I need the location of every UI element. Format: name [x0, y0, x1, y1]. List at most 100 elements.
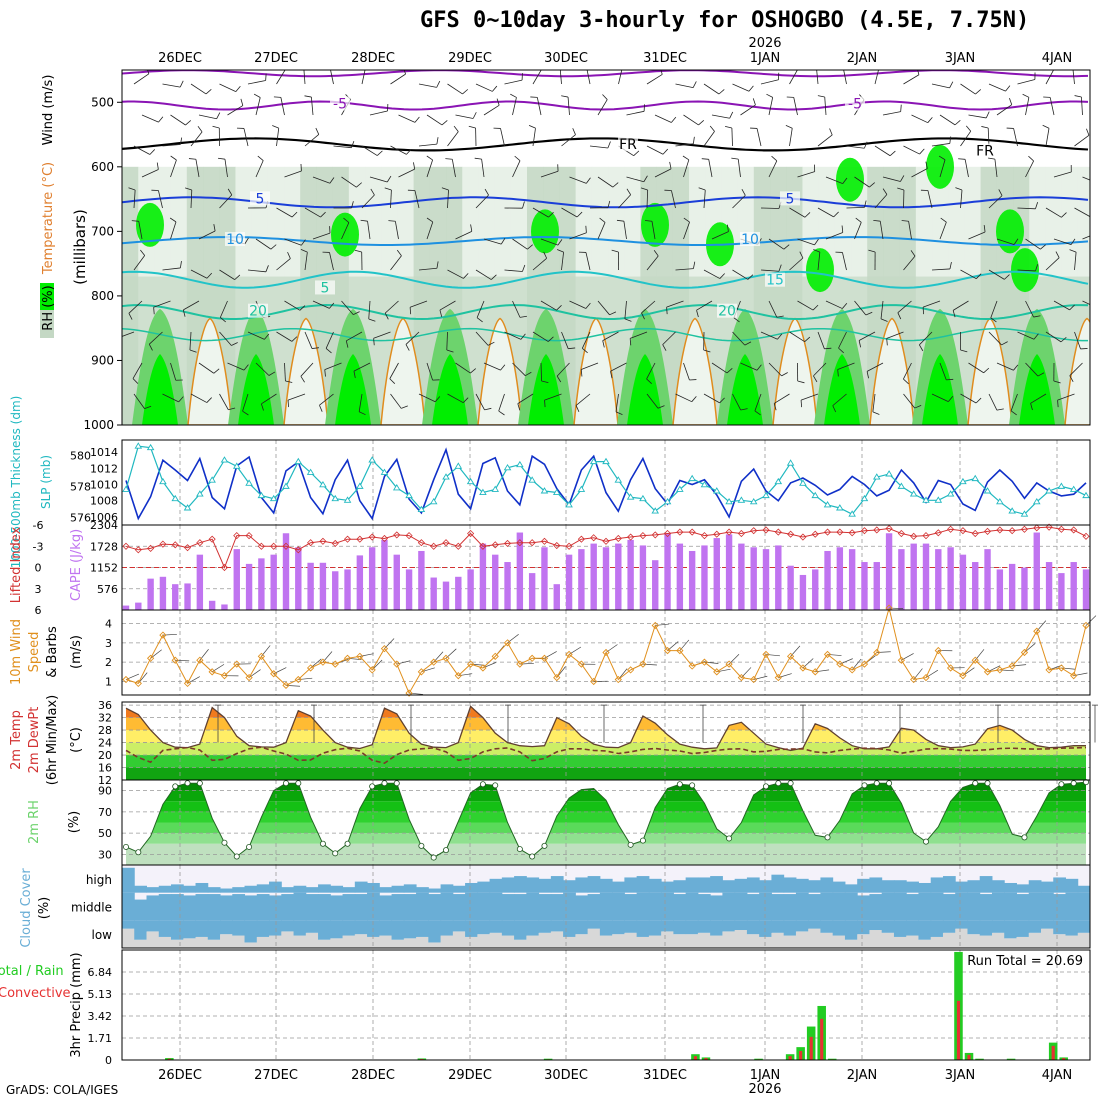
- cloud-low-bar: [844, 939, 858, 948]
- rh-blob: [641, 202, 669, 247]
- wind-barb: [952, 300, 969, 311]
- cloud-low-bar: [820, 932, 834, 948]
- wind-barb-flag: [1004, 274, 1010, 280]
- rh-extreme-point: [639, 837, 646, 844]
- wind-barb: [133, 145, 151, 155]
- wind-barb-flag: [227, 188, 233, 196]
- wind-barb: [540, 238, 559, 246]
- wind-barb-flag: [886, 338, 888, 346]
- rh-tick-label: 30: [98, 848, 112, 861]
- wind-barb-flag: [954, 119, 961, 126]
- wind-barb: [224, 159, 228, 178]
- wind-barb: [872, 393, 876, 412]
- cape-bar: [959, 554, 967, 610]
- wind-barb: [939, 159, 946, 178]
- cape-bar: [799, 574, 807, 610]
- wind-barb: [304, 207, 321, 218]
- wind-barb-flag: [311, 347, 320, 349]
- isotherm-label-bg: [717, 303, 737, 318]
- wind-barb-flag: [817, 95, 825, 98]
- cape-bar: [319, 562, 327, 610]
- precip-conv-bar: [788, 1056, 792, 1060]
- wind10-point: [565, 650, 573, 659]
- wind-barb: [1045, 207, 1062, 218]
- wind10-point: [750, 675, 758, 684]
- cloud-middle-bar: [795, 892, 809, 921]
- cloud-low-gap: [636, 920, 650, 937]
- thickness-point: [417, 505, 426, 512]
- wind-barb: [426, 114, 443, 126]
- rh-extreme-point: [184, 780, 191, 787]
- wind-barb-flag: [462, 397, 469, 403]
- wind-barb-flag: [548, 211, 554, 218]
- wind-barb: [219, 269, 235, 280]
- wind10-point: [1082, 621, 1090, 630]
- cloud-low-bar: [636, 936, 650, 948]
- cloud-low-bar: [918, 939, 932, 948]
- cloud-low-gap: [563, 920, 576, 937]
- isotherm-label-bg: [225, 232, 245, 247]
- wind-barb-flag: [217, 157, 226, 160]
- wind-barb-flag: [726, 368, 733, 374]
- wind-barb-flag: [1005, 85, 1011, 92]
- cloud-low-bar: [1040, 928, 1054, 948]
- cloud-middle-bar: [1065, 892, 1079, 921]
- wind-barb-flag: [829, 128, 833, 136]
- cloud-row-label: high: [86, 873, 112, 887]
- wind-barb-flag: [1028, 155, 1034, 162]
- wind-barb-flag: [525, 371, 532, 377]
- cloud-low-gap: [416, 920, 429, 937]
- precip-conv-bar: [809, 1036, 813, 1060]
- wind-barb-flag: [351, 141, 355, 148]
- cloud-high-bar: [771, 874, 785, 893]
- wind-barb: [1045, 331, 1062, 343]
- rh-extreme-point: [775, 780, 782, 787]
- wind-barb-flag: [476, 317, 483, 323]
- cloud-low-gap: [269, 920, 282, 936]
- wind-barb: [284, 238, 302, 246]
- wind-barb-flag: [897, 312, 902, 320]
- wind-barb-flag: [800, 400, 803, 408]
- wind-barb: [1017, 79, 1036, 85]
- cloud-low-gap: [342, 920, 356, 936]
- top-date-label: 2JAN: [847, 51, 878, 66]
- cape-bar: [196, 554, 204, 610]
- wind-barb-flag: [470, 368, 476, 374]
- bottom-date-label: 30DEC: [544, 1068, 588, 1083]
- wind-barb: [455, 230, 472, 240]
- wind-barb-flag: [132, 378, 139, 384]
- cape-bar: [1021, 567, 1028, 610]
- cloud-low-gap: [183, 920, 197, 939]
- cloud-low-gap: [305, 920, 319, 933]
- wind-barb-flag: [669, 161, 672, 169]
- wind-barb: [1045, 257, 1060, 271]
- thickness-point: [786, 459, 795, 466]
- wind-barb: [544, 393, 562, 401]
- cloud-low-bar: [955, 928, 968, 948]
- wind-barb: [390, 393, 402, 409]
- isotherm-label: FR: [976, 144, 994, 160]
- li-point: [220, 563, 229, 572]
- thickness-point: [380, 468, 389, 475]
- cloud-high-bar: [759, 880, 772, 893]
- li-point: [836, 528, 844, 536]
- wind-barb: [624, 300, 627, 319]
- cape-bar: [430, 577, 437, 610]
- rh-saturated-core: [824, 354, 860, 425]
- wind-barb-flag: [983, 367, 990, 374]
- wind-barb-flag: [389, 378, 396, 384]
- rh-saturated-core: [627, 354, 663, 425]
- li-point: [565, 542, 573, 550]
- wind-barb: [817, 331, 825, 349]
- wind-barb-flag: [140, 249, 145, 256]
- wind-barb: [255, 160, 264, 178]
- wind-barb-flag: [436, 261, 439, 269]
- wind-barb-flag: [880, 318, 888, 322]
- cloud-low-bar: [293, 935, 307, 948]
- cloud-low-bar: [122, 928, 135, 948]
- wind10-point: [183, 679, 192, 688]
- wind10-point: [282, 681, 290, 689]
- cloud-low-bar: [171, 939, 184, 948]
